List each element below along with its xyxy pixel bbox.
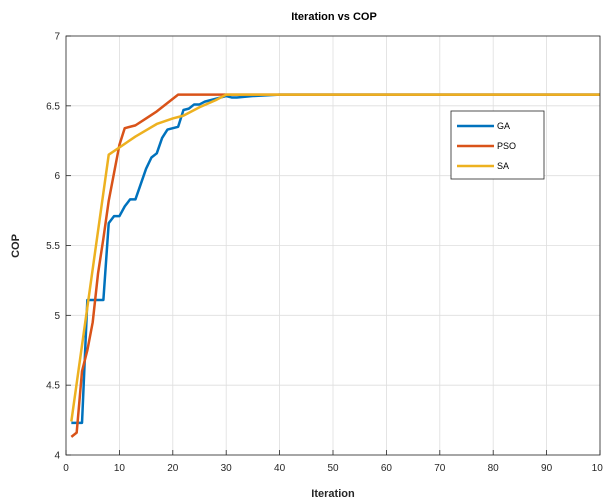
y-tick-label: 4.5 [46, 381, 60, 392]
x-tick-label: 70 [434, 463, 446, 474]
x-tick-label: 90 [541, 463, 553, 474]
y-tick-label: 5 [54, 311, 60, 322]
series-layer [70, 93, 600, 438]
x-tick-label: 0 [63, 463, 69, 474]
x-axis-label: Iteration [311, 488, 355, 500]
series-line-pso [70, 93, 600, 438]
series-line-sa [70, 93, 600, 422]
y-tick-label: 7 [54, 32, 60, 43]
x-tick-label: 30 [221, 463, 233, 474]
legend-label-pso: PSO [497, 141, 516, 151]
y-tick-label: 5.5 [46, 241, 60, 252]
legend-label-sa: SA [497, 161, 509, 171]
y-tick-labels: 4 4.5 5 5.5 6 6.5 7 [46, 32, 60, 462]
tick-marks [65, 35, 601, 456]
legend-items: GA PSO SA [457, 121, 516, 171]
x-tick-label: 50 [327, 463, 339, 474]
series-line-ga [71, 93, 600, 425]
x-tick-label: 40 [274, 463, 286, 474]
legend-label-ga: GA [497, 121, 510, 131]
y-axis-label: COP [10, 234, 22, 258]
x-tick-label: 100 [592, 463, 603, 474]
x-tick-labels: 0 10 20 30 40 50 60 70 80 90 100 [63, 463, 603, 474]
x-tick-label: 20 [167, 463, 179, 474]
y-tick-label: 4 [54, 451, 60, 462]
x-tick-label: 10 [114, 463, 126, 474]
y-tick-label: 6 [54, 171, 60, 182]
chart-title: Iteration vs COP [291, 11, 377, 23]
x-tick-label: 80 [488, 463, 500, 474]
x-tick-label: 60 [381, 463, 393, 474]
legend: GA PSO SA [450, 110, 545, 180]
y-tick-label: 6.5 [46, 101, 60, 112]
